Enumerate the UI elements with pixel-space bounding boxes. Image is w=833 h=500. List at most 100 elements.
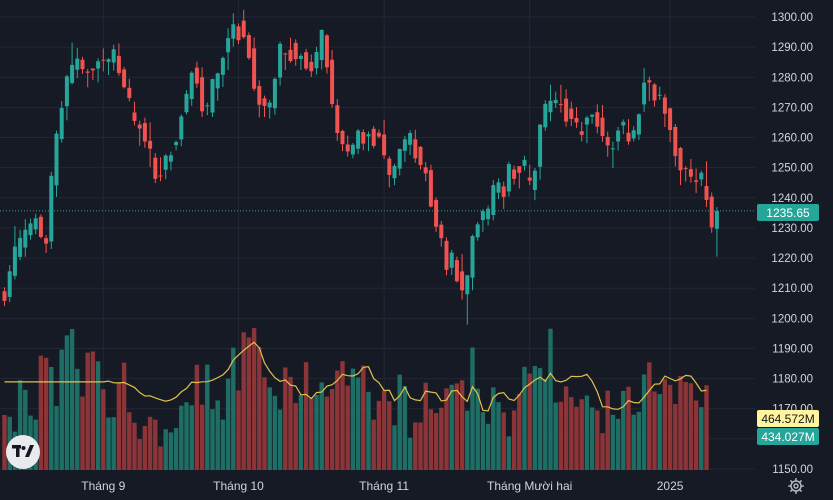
candle[interactable] — [590, 114, 595, 124]
candle[interactable] — [564, 89, 569, 127]
candle[interactable] — [428, 164, 433, 208]
candle[interactable] — [59, 101, 64, 143]
candle[interactable] — [621, 119, 626, 135]
candle[interactable] — [543, 100, 548, 131]
candle[interactable] — [569, 101, 574, 127]
candle[interactable] — [517, 166, 522, 189]
candle[interactable] — [179, 114, 184, 147]
candle[interactable] — [330, 50, 335, 108]
candle[interactable] — [210, 78, 215, 118]
candle[interactable] — [168, 151, 173, 171]
candle[interactable] — [90, 68, 95, 80]
candle[interactable] — [605, 131, 610, 157]
candle[interactable] — [475, 221, 480, 241]
candle[interactable] — [496, 178, 501, 200]
candle[interactable] — [314, 46, 319, 75]
candle[interactable] — [96, 58, 101, 83]
candle[interactable] — [678, 146, 683, 186]
candle[interactable] — [423, 161, 428, 182]
candle[interactable] — [512, 165, 517, 185]
candle[interactable] — [699, 170, 704, 187]
candle[interactable] — [636, 113, 641, 140]
candle[interactable] — [12, 226, 17, 280]
candle[interactable] — [668, 107, 673, 143]
gear-icon[interactable] — [786, 476, 806, 496]
candle[interactable] — [231, 13, 236, 47]
candle[interactable] — [376, 129, 381, 139]
candle[interactable] — [626, 119, 631, 145]
candle[interactable] — [522, 155, 527, 171]
candle[interactable] — [553, 91, 558, 109]
candle[interactable] — [309, 54, 314, 77]
candle[interactable] — [460, 254, 465, 300]
candle[interactable] — [480, 208, 485, 232]
candle[interactable] — [683, 166, 688, 182]
candle[interactable] — [694, 168, 699, 193]
candle[interactable] — [23, 219, 28, 257]
candle[interactable] — [444, 237, 449, 276]
candle[interactable] — [387, 156, 392, 188]
candle[interactable] — [579, 121, 584, 142]
candle[interactable] — [205, 102, 210, 116]
tradingview-logo-icon[interactable] — [6, 435, 40, 469]
candle[interactable] — [465, 274, 470, 325]
candle[interactable] — [418, 145, 423, 170]
candle[interactable] — [278, 41, 283, 86]
candle[interactable] — [38, 214, 43, 239]
candle[interactable] — [293, 39, 298, 66]
candle[interactable] — [262, 95, 267, 118]
candle[interactable] — [491, 180, 496, 221]
candle[interactable] — [454, 256, 459, 283]
candle[interactable] — [631, 126, 636, 142]
candle[interactable] — [116, 43, 121, 76]
candle[interactable] — [267, 99, 272, 119]
candle[interactable] — [532, 167, 537, 201]
candle[interactable] — [642, 68, 647, 112]
candle[interactable] — [7, 264, 12, 303]
candle[interactable] — [70, 42, 75, 85]
candle[interactable] — [257, 80, 262, 118]
candle[interactable] — [153, 153, 158, 184]
candle[interactable] — [340, 129, 345, 152]
candle[interactable] — [283, 52, 288, 71]
candle[interactable] — [647, 76, 652, 102]
candle[interactable] — [366, 131, 371, 152]
candle[interactable] — [574, 107, 579, 128]
candle[interactable] — [673, 123, 678, 167]
candle[interactable] — [194, 61, 199, 88]
candle[interactable] — [709, 192, 714, 233]
candle[interactable] — [101, 48, 106, 72]
candle[interactable] — [85, 68, 90, 88]
candle[interactable] — [595, 104, 600, 134]
candle[interactable] — [111, 44, 116, 71]
candle[interactable] — [241, 9, 246, 39]
candle[interactable] — [548, 84, 553, 122]
candle[interactable] — [246, 32, 251, 60]
candle[interactable] — [122, 66, 127, 89]
candle[interactable] — [2, 287, 7, 306]
candle[interactable] — [298, 53, 303, 71]
candle[interactable] — [704, 161, 709, 208]
candle[interactable] — [158, 157, 163, 182]
candle[interactable] — [215, 72, 220, 101]
time-axis[interactable]: Tháng 9 Tháng 10 Tháng 11 Tháng Mười hai 202… — [81, 479, 683, 493]
candle[interactable] — [189, 71, 194, 106]
candle[interactable] — [408, 130, 413, 156]
candle[interactable] — [200, 67, 205, 118]
candle[interactable] — [304, 48, 309, 71]
candle[interactable] — [600, 104, 605, 142]
candle[interactable] — [558, 84, 563, 113]
candle[interactable] — [610, 141, 615, 168]
candle[interactable] — [148, 122, 153, 168]
candle[interactable] — [449, 249, 454, 275]
candle[interactable] — [361, 129, 366, 151]
candle[interactable] — [506, 161, 511, 197]
candle[interactable] — [18, 229, 23, 261]
price-candles[interactable] — [2, 9, 719, 325]
candle[interactable] — [220, 56, 225, 87]
candle[interactable] — [371, 126, 376, 149]
candle[interactable] — [64, 74, 69, 121]
candle[interactable] — [75, 48, 80, 79]
candle[interactable] — [439, 221, 444, 247]
